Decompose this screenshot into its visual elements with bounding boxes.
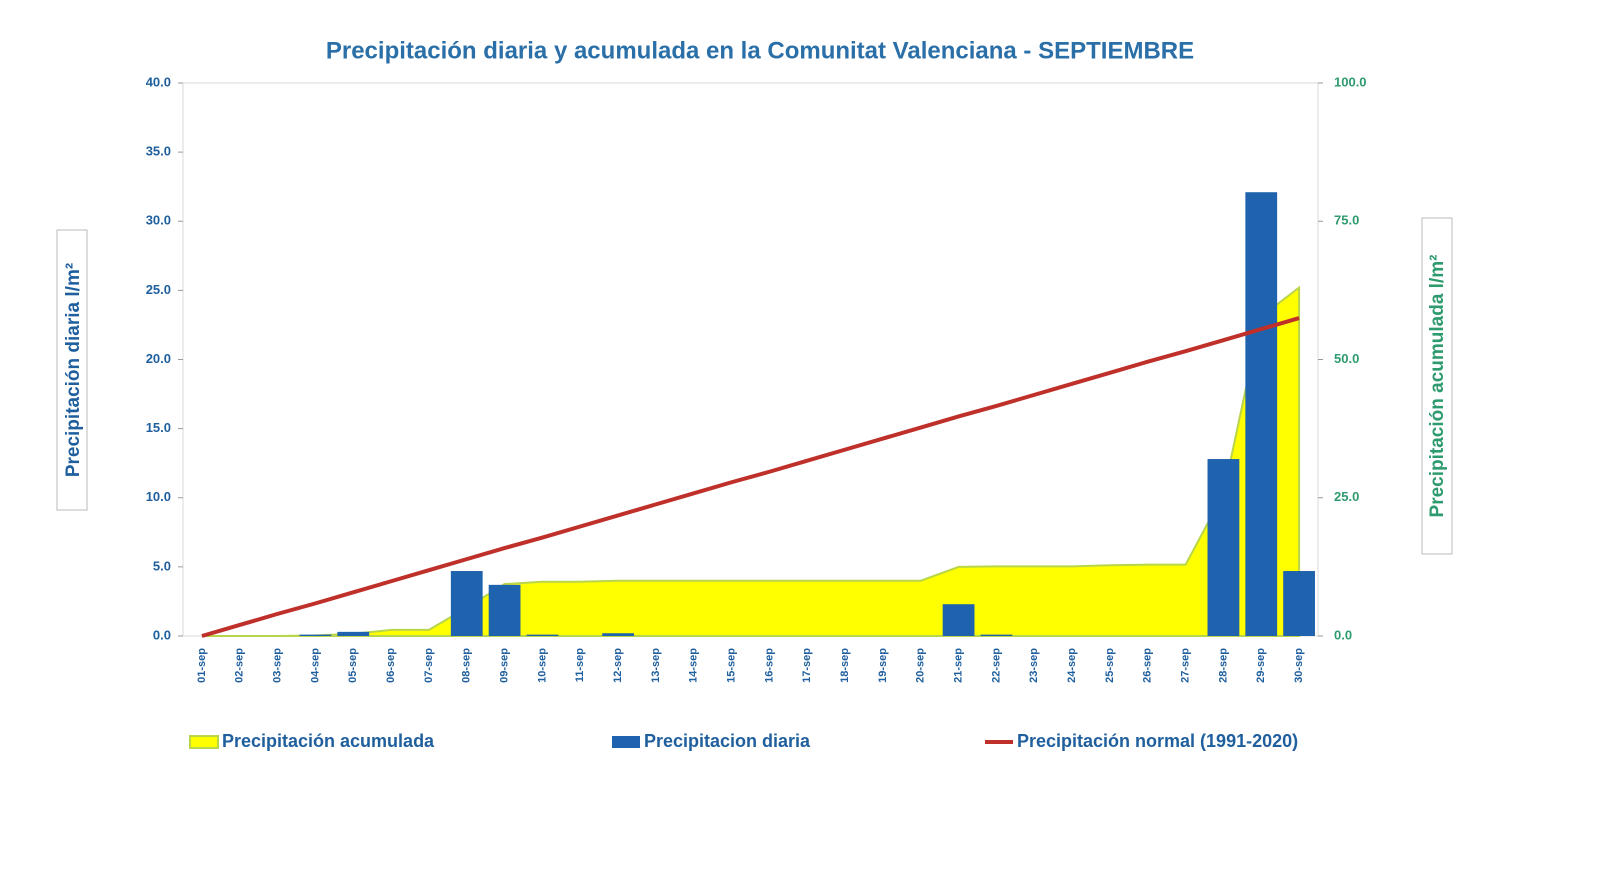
y2-tick-label: 100.0 — [1334, 74, 1367, 89]
y-tick-label: 35.0 — [146, 144, 171, 159]
y2-tick-label: 75.0 — [1334, 213, 1359, 228]
x-tick-label: 24-sep — [1066, 648, 1078, 683]
y2-tick-label: 0.0 — [1334, 627, 1352, 642]
bar — [1283, 571, 1315, 636]
y-tick-label: 0.0 — [153, 627, 171, 642]
bar — [488, 584, 521, 636]
x-tick-label: 16-sep — [763, 648, 775, 683]
plot-frame — [182, 82, 1319, 637]
bar — [526, 634, 559, 636]
x-tick-label: 12-sep — [612, 648, 624, 683]
bar — [1245, 192, 1278, 636]
legend-swatch — [189, 735, 219, 749]
y-tick-label: 20.0 — [146, 351, 171, 366]
x-tick-label: 22-sep — [990, 648, 1002, 683]
legend-label: Precipitación normal (1991-2020) — [1017, 731, 1298, 751]
x-tick-label: 17-sep — [801, 648, 813, 683]
x-tick-label: 15-sep — [725, 648, 737, 683]
x-tick-label: 02-sep — [234, 648, 246, 683]
x-tick-label: 14-sep — [688, 648, 700, 683]
x-tick-label: 07-sep — [423, 648, 435, 683]
y-label-box — [56, 229, 88, 511]
y2-label-box — [1421, 217, 1453, 555]
x-tick-label: 21-sep — [952, 648, 964, 683]
bar — [337, 631, 370, 636]
x-tick-label: 18-sep — [839, 648, 851, 683]
y-tick-label: 40.0 — [146, 74, 171, 89]
x-tick-label: 03-sep — [271, 648, 283, 683]
y-tick-label: 25.0 — [146, 282, 171, 297]
y-tick-label: 30.0 — [146, 213, 171, 228]
x-tick-label: 20-sep — [915, 648, 927, 683]
x-tick-label: 26-sep — [1142, 648, 1154, 683]
y2-tick-label: 50.0 — [1334, 351, 1359, 366]
y-tick-label: 5.0 — [153, 558, 171, 573]
x-tick-label: 01-sep — [196, 648, 208, 683]
bar — [1207, 459, 1240, 636]
legend-label: Precipitacion diaria — [644, 731, 811, 751]
x-tick-label: 06-sep — [385, 648, 397, 683]
x-tick-label: 19-sep — [877, 648, 889, 683]
x-tick-label: 29-sep — [1255, 648, 1267, 683]
area — [201, 285, 1301, 637]
y2-tick-label: 25.0 — [1334, 489, 1359, 504]
x-tick-label: 23-sep — [1028, 648, 1040, 683]
y-axis-label: Precipitación diaria l/m² — [63, 263, 84, 477]
bar — [450, 571, 483, 636]
x-tick-label: 10-sep — [536, 648, 548, 683]
bar — [980, 634, 1013, 636]
y-tick-label: 15.0 — [146, 420, 171, 435]
x-tick-label: 27-sep — [1179, 648, 1191, 683]
x-tick-label: 30-sep — [1293, 648, 1305, 683]
chart-title: Precipitación diaria y acumulada en la C… — [326, 37, 1194, 64]
x-tick-label: 08-sep — [461, 648, 473, 683]
legend-label: Precipitación acumulada — [222, 731, 435, 751]
x-tick-label: 25-sep — [1104, 648, 1116, 683]
x-tick-label: 28-sep — [1217, 648, 1229, 683]
x-tick-label: 13-sep — [650, 648, 662, 683]
x-tick-label: 11-sep — [574, 648, 586, 683]
y2-axis-label: Precipitación acumulada l/m² — [1427, 255, 1448, 518]
x-tick-label: 09-sep — [498, 648, 510, 683]
bar — [299, 634, 332, 636]
bar — [602, 633, 634, 636]
x-tick-label: 05-sep — [347, 648, 359, 683]
legend-swatch — [612, 736, 640, 748]
x-tick-label: 04-sep — [309, 648, 321, 683]
y-tick-label: 10.0 — [146, 489, 171, 504]
line — [201, 316, 1300, 638]
bar — [942, 604, 975, 636]
